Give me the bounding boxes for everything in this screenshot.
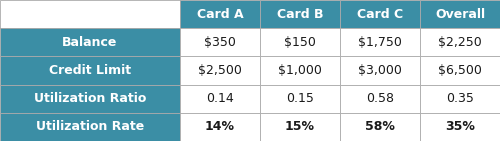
Text: Card C: Card C: [357, 8, 403, 21]
Bar: [340, 28, 420, 56]
Text: 35%: 35%: [445, 120, 475, 133]
Bar: [180, 0, 260, 28]
Bar: [420, 28, 500, 56]
Bar: [420, 56, 500, 85]
Bar: [340, 85, 420, 113]
Bar: [0, 113, 180, 141]
Text: $6,500: $6,500: [438, 64, 482, 77]
Text: 0.15: 0.15: [286, 92, 314, 105]
Bar: [420, 0, 500, 28]
Text: $2,250: $2,250: [438, 36, 482, 49]
Bar: [0, 85, 180, 113]
Text: Overall: Overall: [435, 8, 485, 21]
Text: Balance: Balance: [62, 36, 118, 49]
Bar: [340, 113, 420, 141]
Bar: [260, 85, 340, 113]
Text: $350: $350: [204, 36, 236, 49]
Bar: [260, 56, 340, 85]
Bar: [0, 0, 180, 28]
Bar: [260, 28, 340, 56]
Bar: [180, 85, 260, 113]
Text: 58%: 58%: [365, 120, 395, 133]
Text: $1,000: $1,000: [278, 64, 322, 77]
Text: Card A: Card A: [196, 8, 244, 21]
Text: Card B: Card B: [277, 8, 323, 21]
Bar: [340, 0, 420, 28]
Text: Utilization Rate: Utilization Rate: [36, 120, 144, 133]
Bar: [180, 28, 260, 56]
Bar: [260, 113, 340, 141]
Text: Credit Limit: Credit Limit: [49, 64, 131, 77]
Text: $1,750: $1,750: [358, 36, 402, 49]
Bar: [180, 113, 260, 141]
Text: 14%: 14%: [205, 120, 235, 133]
Text: $3,000: $3,000: [358, 64, 402, 77]
Bar: [340, 56, 420, 85]
Bar: [180, 56, 260, 85]
Text: 0.58: 0.58: [366, 92, 394, 105]
Bar: [0, 56, 180, 85]
Text: 15%: 15%: [285, 120, 315, 133]
Bar: [260, 0, 340, 28]
Text: $2,500: $2,500: [198, 64, 242, 77]
Text: $150: $150: [284, 36, 316, 49]
Text: 0.14: 0.14: [206, 92, 234, 105]
Text: Utilization Ratio: Utilization Ratio: [34, 92, 146, 105]
Text: 0.35: 0.35: [446, 92, 474, 105]
Bar: [420, 85, 500, 113]
Bar: [420, 113, 500, 141]
Bar: [0, 28, 180, 56]
